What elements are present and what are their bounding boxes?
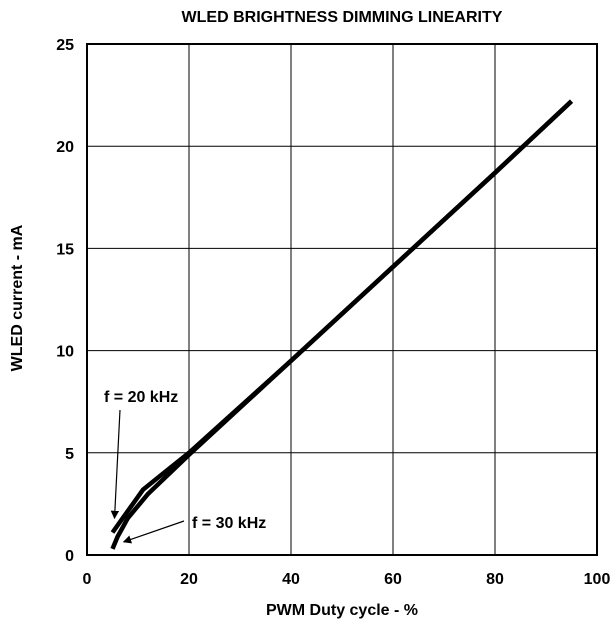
grid <box>87 44 597 555</box>
plot-frame <box>86 43 598 556</box>
x-tick-label: 100 <box>584 571 611 588</box>
chart-title: WLED BRIGHTNESS DIMMING LINEARITY <box>182 9 503 26</box>
y-tick-label: 5 <box>65 446 74 463</box>
annotations-layer: f = 20 kHz f = 30 kHz <box>104 389 266 544</box>
x-tick-label: 20 <box>180 571 198 588</box>
series-line-1 <box>110 99 574 550</box>
x-tick-label: 0 <box>83 571 92 588</box>
x-tick-label: 80 <box>486 571 504 588</box>
annotation-label: f = 30 kHz <box>192 515 266 532</box>
annotation-arrow <box>122 520 185 544</box>
y-tick-label: 10 <box>56 344 74 361</box>
y-tick-label: 20 <box>56 139 74 156</box>
y-axis-label: WLED current - mA <box>9 224 26 371</box>
y-tick-label: 15 <box>56 241 74 258</box>
annotation-arrow <box>110 409 121 520</box>
x-tick-labels: 0 20 40 60 80 100 <box>83 571 611 588</box>
y-tick-label: 25 <box>56 37 74 54</box>
x-tick-label: 40 <box>282 571 300 588</box>
x-axis-label: PWM Duty cycle - % <box>266 602 418 619</box>
y-tick-label: 0 <box>65 548 74 565</box>
y-tick-labels: 0 5 10 15 20 25 <box>56 37 74 565</box>
series-layer <box>110 99 574 550</box>
annotation-label: f = 20 kHz <box>104 389 178 406</box>
x-tick-label: 60 <box>384 571 402 588</box>
